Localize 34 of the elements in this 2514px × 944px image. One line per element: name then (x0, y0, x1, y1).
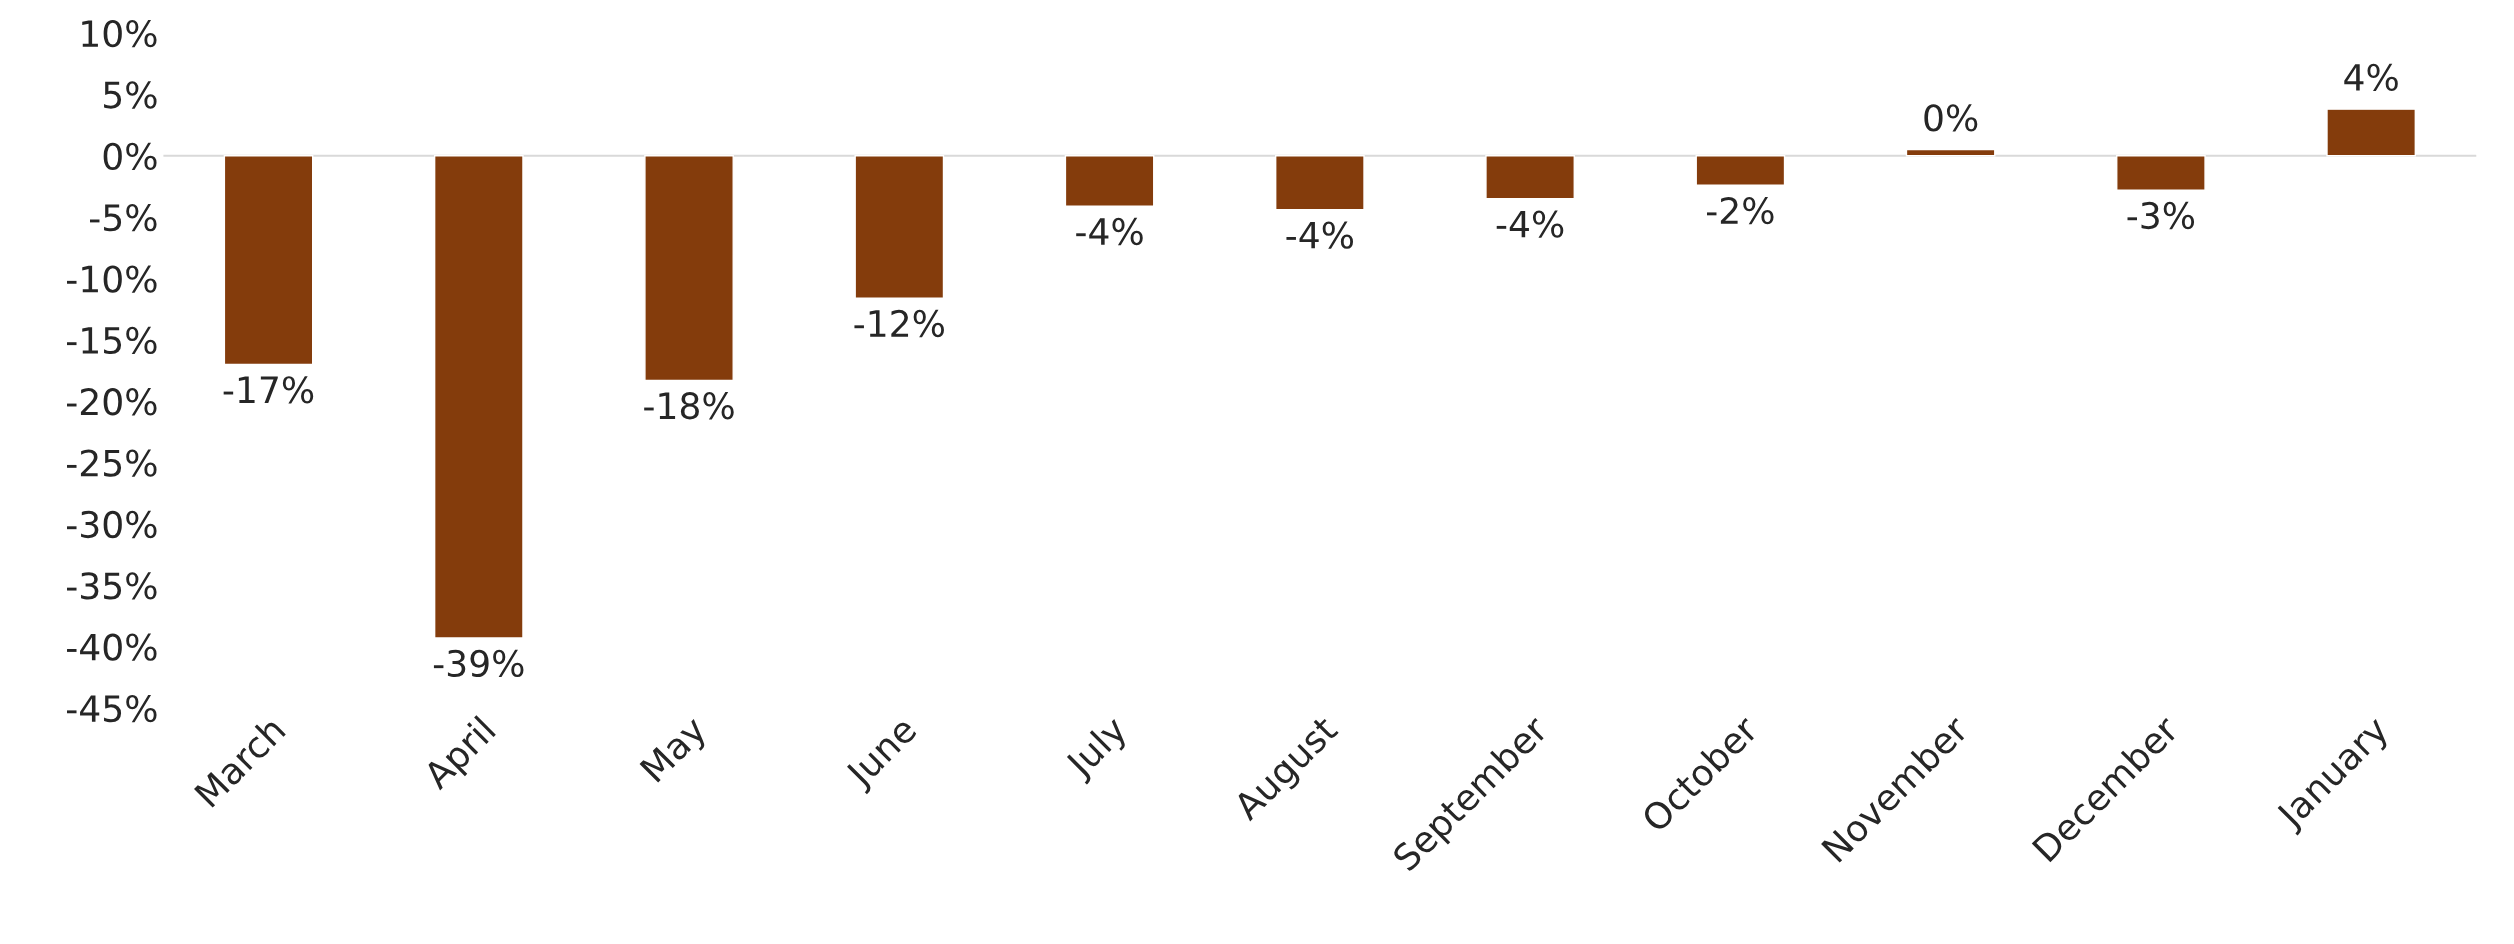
y-tick-label: -15% (67, 326, 157, 355)
data-label: -3% (2127, 201, 2195, 230)
y-tick-label: -5% (90, 204, 157, 232)
data-label: -39% (433, 649, 524, 678)
y-tick-label: -35% (67, 572, 157, 600)
y-tick-label: -40% (67, 633, 157, 661)
y-tick-label: -20% (67, 388, 157, 416)
data-label: -2% (1706, 196, 1774, 225)
data-label: 0% (1924, 104, 1978, 132)
data-label: -4% (1286, 221, 1354, 249)
bar (644, 155, 734, 382)
bar (2116, 155, 2206, 191)
bar (433, 155, 524, 639)
y-tick-label: 0% (103, 142, 157, 170)
bar (2326, 108, 2417, 157)
bar (223, 155, 314, 366)
y-tick-label: 10% (82, 19, 157, 48)
y-tick-label: -45% (67, 694, 157, 723)
data-label: -18% (644, 392, 734, 420)
y-tick-label: -30% (67, 510, 157, 539)
data-label: -4% (1076, 217, 1143, 246)
data-label: -12% (854, 309, 944, 338)
bar (1485, 155, 1575, 200)
y-tick-label: 5% (104, 81, 157, 109)
data-label: -17% (223, 376, 314, 404)
bar (1905, 148, 1996, 157)
bar (854, 155, 945, 299)
y-tick-label: -25% (67, 449, 157, 477)
bar (1275, 155, 1365, 211)
data-label: -4% (1496, 210, 1564, 238)
data-label: 4% (2344, 63, 2398, 92)
bar (1064, 155, 1155, 207)
bar (1695, 155, 1786, 186)
y-tick-label: -10% (67, 265, 157, 293)
